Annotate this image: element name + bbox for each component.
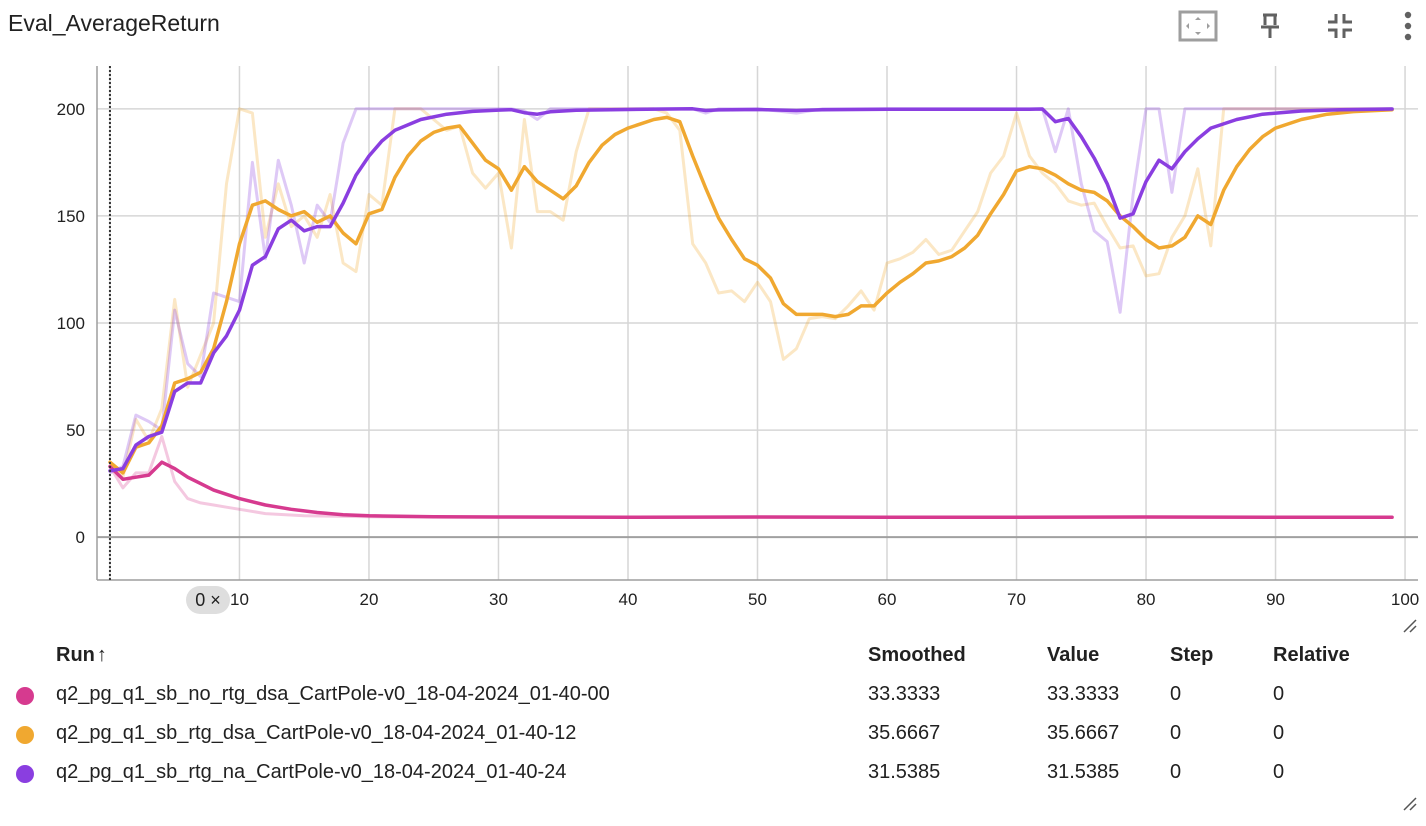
smoothed-value: 31.5385 — [868, 761, 941, 783]
smoothed-value: 35.6667 — [868, 722, 941, 744]
raw-value: 31.5385 — [1047, 761, 1120, 783]
run-name: q2_pg_q1_sb_rtg_na_CartPole-v0_18-04-202… — [56, 761, 567, 783]
y-tick-label: 0 — [76, 528, 85, 547]
collapse-button[interactable] — [1318, 6, 1362, 46]
y-tick-label: 100 — [57, 314, 85, 333]
line-chart[interactable]: 10 20 30 40 50 60 70 80 90 100 0 50 100 150 200 — [0, 56, 1426, 636]
column-run[interactable]: Run ↑ — [56, 644, 107, 667]
relative-value: 0 — [1273, 683, 1285, 705]
column-value[interactable]: Value — [1047, 644, 1100, 666]
y-tick-label: 150 — [57, 207, 85, 226]
y-tick-label: 200 — [57, 100, 85, 119]
x-tick-label: 80 — [1137, 590, 1156, 609]
raw-value: 35.6667 — [1047, 722, 1120, 744]
table-row[interactable]: q2_pg_q1_sb_no_rtg_dsa_CartPole-v0_18-04… — [0, 683, 1426, 719]
x-tick-label: 60 — [878, 590, 897, 609]
column-smoothed[interactable]: Smoothed — [868, 644, 966, 666]
run-color-dot — [16, 726, 34, 744]
column-relative[interactable]: Relative — [1273, 644, 1350, 666]
relative-value: 0 — [1273, 722, 1285, 744]
table-row[interactable]: q2_pg_q1_sb_rtg_dsa_CartPole-v0_18-04-20… — [0, 722, 1426, 758]
run-name: q2_pg_q1_sb_rtg_dsa_CartPole-v0_18-04-20… — [56, 722, 577, 744]
series-smoothed-line — [108, 460, 1394, 519]
resize-chart-handle-icon[interactable] — [1402, 618, 1418, 634]
pin-icon — [1261, 13, 1279, 38]
relative-value: 0 — [1273, 761, 1285, 783]
column-step[interactable]: Step — [1170, 644, 1214, 666]
sort-ascending-icon: ↑ — [96, 644, 107, 666]
raw-value: 33.3333 — [1047, 683, 1120, 705]
x-tick-label: 100 — [1391, 590, 1419, 609]
x-tick-label: 30 — [489, 590, 508, 609]
series-smoothed-line — [108, 107, 1394, 473]
x-tick-label: 50 — [748, 590, 767, 609]
x-cursor-badge[interactable]: 0 × — [186, 586, 230, 614]
run-color-dot — [16, 687, 34, 705]
pin-button[interactable] — [1248, 6, 1292, 46]
fit-domain-button[interactable] — [1176, 6, 1220, 46]
step-value: 0 — [1170, 683, 1182, 705]
table-row[interactable]: q2_pg_q1_sb_rtg_na_CartPole-v0_18-04-202… — [0, 761, 1426, 797]
resize-table-handle-icon[interactable] — [1402, 796, 1418, 812]
x-tick-label: 10 — [230, 590, 249, 609]
series-raw-line — [108, 435, 1393, 519]
more-vert-icon — [1404, 11, 1412, 41]
y-tick-label: 50 — [66, 421, 85, 440]
x-tick-label: 20 — [360, 590, 379, 609]
chart-title: Eval_AverageReturn — [8, 10, 220, 36]
series-smoothed-line — [108, 107, 1394, 475]
run-color-dot — [16, 765, 34, 783]
x-tick-label: 70 — [1007, 590, 1026, 609]
fit-domain-icon — [1178, 10, 1218, 42]
x-tick-label: 40 — [619, 590, 638, 609]
smoothed-value: 33.3333 — [868, 683, 941, 705]
x-tick-label: 90 — [1266, 590, 1285, 609]
step-value: 0 — [1170, 761, 1182, 783]
column-run-label: Run — [56, 644, 95, 666]
series-raw-line — [108, 107, 1393, 479]
table-header: Run ↑ Smoothed Value Step Relative — [0, 644, 1426, 674]
step-value: 0 — [1170, 722, 1182, 744]
run-name: q2_pg_q1_sb_no_rtg_dsa_CartPole-v0_18-04… — [56, 683, 610, 705]
collapse-icon — [1328, 14, 1352, 38]
chart-toolbar — [1166, 6, 1426, 46]
chart-area[interactable]: 10 20 30 40 50 60 70 80 90 100 0 50 100 150 200 — [0, 56, 1426, 636]
more-options-button[interactable] — [1386, 6, 1426, 46]
